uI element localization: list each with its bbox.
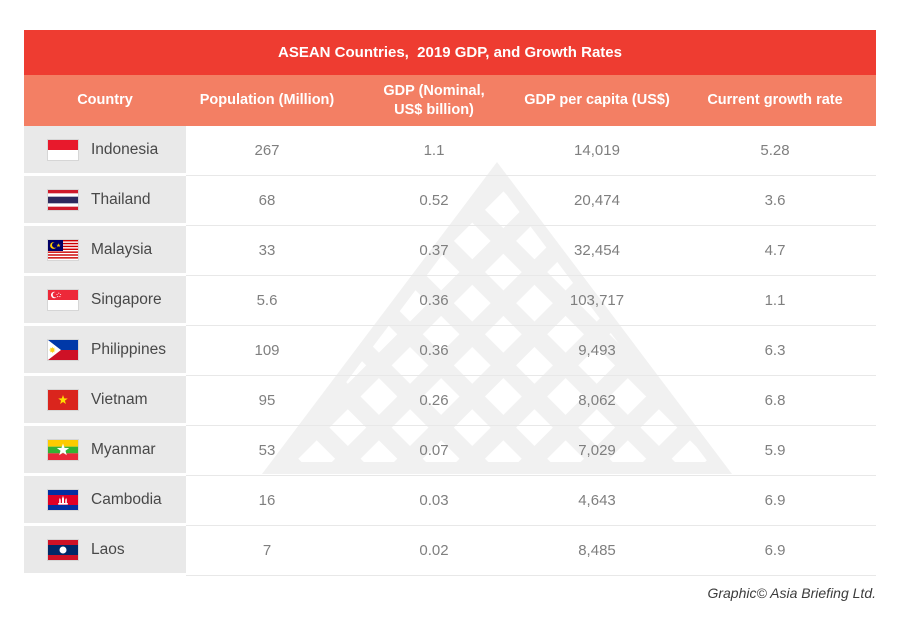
population-value: 267 bbox=[254, 142, 280, 159]
growth-rate-value: 6.3 bbox=[764, 342, 786, 359]
philippines-flag-icon bbox=[48, 339, 78, 360]
column-header-gdp-nominal: GDP (Nominal, US$ billion) bbox=[348, 75, 520, 126]
population-value: 53 bbox=[258, 442, 276, 459]
table-row: Thailand 68 0.52 20,474 3.6 bbox=[24, 176, 876, 226]
table-row: Cambodia 16 0.03 4,643 6.9 bbox=[24, 476, 876, 526]
country-cell: Malaysia bbox=[24, 226, 186, 273]
myanmar-flag-icon bbox=[48, 439, 78, 460]
country-label: Vietnam bbox=[91, 390, 148, 408]
country-cell: Cambodia bbox=[24, 476, 186, 523]
table-row: Vietnam 95 0.26 8,062 6.8 bbox=[24, 376, 876, 426]
column-header-label: Current growth rate bbox=[707, 92, 843, 109]
data-cells: 53 0.07 7,029 5.9 bbox=[186, 426, 876, 476]
gdp-per-capita-value: 20,474 bbox=[574, 192, 620, 209]
country-cell: Singapore bbox=[24, 276, 186, 323]
gdp-per-capita-value: 9,493 bbox=[578, 342, 616, 359]
column-header-label: GDP (Nominal, US$ billion) bbox=[383, 83, 485, 118]
table-body: Indonesia 267 1.1 14,019 5.28 Thailand 6… bbox=[24, 126, 876, 576]
growth-rate-value: 6.8 bbox=[764, 392, 786, 409]
growth-rate-value: 6.9 bbox=[764, 542, 786, 559]
growth-rate-value: 5.9 bbox=[764, 442, 786, 459]
table-row: Indonesia 267 1.1 14,019 5.28 bbox=[24, 126, 876, 176]
data-cells: 7 0.02 8,485 6.9 bbox=[186, 526, 876, 576]
gdp-per-capita-value: 8,485 bbox=[578, 542, 616, 559]
gdp-nominal-value: 0.52 bbox=[419, 192, 449, 209]
column-header-population: Population (Million) bbox=[186, 75, 348, 126]
gdp-nominal-value: 0.36 bbox=[419, 292, 449, 309]
growth-rate-value: 1.1 bbox=[764, 292, 786, 309]
table-title: ASEAN Countries, 2019 GDP, and Growth Ra… bbox=[24, 30, 876, 75]
data-cells: 95 0.26 8,062 6.8 bbox=[186, 376, 876, 426]
gdp-per-capita-value: 32,454 bbox=[574, 242, 620, 259]
country-label: Singapore bbox=[91, 290, 162, 308]
gdp-nominal-value: 0.03 bbox=[419, 492, 449, 509]
country-cell: Indonesia bbox=[24, 126, 186, 173]
column-header-growth-rate: Current growth rate bbox=[674, 75, 876, 126]
gdp-nominal-value: 0.26 bbox=[419, 392, 449, 409]
table-row: Myanmar 53 0.07 7,029 5.9 bbox=[24, 426, 876, 476]
growth-rate-value: 4.7 bbox=[764, 242, 786, 259]
data-cells: 33 0.37 32,454 4.7 bbox=[186, 226, 876, 276]
country-label: Thailand bbox=[91, 190, 151, 208]
credit-text: Graphic© Asia Briefing Ltd. bbox=[707, 585, 876, 601]
data-cells: 68 0.52 20,474 3.6 bbox=[186, 176, 876, 226]
gdp-per-capita-value: 14,019 bbox=[574, 142, 620, 159]
malaysia-flag-icon bbox=[48, 239, 78, 260]
vietnam-flag-icon bbox=[48, 389, 78, 410]
country-cell: Laos bbox=[24, 526, 186, 573]
gdp-per-capita-value: 8,062 bbox=[578, 392, 616, 409]
country-label: Indonesia bbox=[91, 140, 159, 158]
population-value: 109 bbox=[254, 342, 280, 359]
data-cells: 5.6 0.36 103,717 1.1 bbox=[186, 276, 876, 326]
column-header-gdp-per-capita: GDP per capita (US$) bbox=[520, 75, 674, 126]
population-value: 68 bbox=[258, 192, 276, 209]
table-row: Malaysia 33 0.37 32,454 4.7 bbox=[24, 226, 876, 276]
population-value: 16 bbox=[258, 492, 276, 509]
population-value: 5.6 bbox=[256, 292, 278, 309]
gdp-nominal-value: 0.02 bbox=[419, 542, 449, 559]
country-label: Philippines bbox=[91, 340, 166, 358]
country-cell: Myanmar bbox=[24, 426, 186, 473]
asia-briefing-logo-watermark bbox=[262, 162, 732, 474]
cambodia-flag-icon bbox=[48, 489, 78, 510]
country-label: Cambodia bbox=[91, 490, 162, 508]
data-cells: 109 0.36 9,493 6.3 bbox=[186, 326, 876, 376]
table-row: Singapore 5.6 0.36 103,717 1.1 bbox=[24, 276, 876, 326]
column-header-country: Country bbox=[24, 75, 186, 126]
thailand-flag-icon bbox=[48, 189, 78, 210]
gdp-per-capita-value: 103,717 bbox=[569, 292, 625, 309]
table-row: Philippines 109 0.36 9,493 6.3 bbox=[24, 326, 876, 376]
country-cell: Vietnam bbox=[24, 376, 186, 423]
population-value: 33 bbox=[258, 242, 276, 259]
country-cell: Philippines bbox=[24, 326, 186, 373]
table-row: Laos 7 0.02 8,485 6.9 bbox=[24, 526, 876, 576]
gdp-nominal-value: 0.07 bbox=[419, 442, 449, 459]
growth-rate-value: 6.9 bbox=[764, 492, 786, 509]
gdp-nominal-value: 1.1 bbox=[423, 142, 445, 159]
population-value: 7 bbox=[262, 542, 272, 559]
credit-line: Graphic© Asia Briefing Ltd. bbox=[24, 585, 876, 601]
asean-gdp-table: ASEAN Countries, 2019 GDP, and Growth Ra… bbox=[24, 30, 876, 576]
table-header-row: Country Population (Million) GDP (Nomina… bbox=[24, 75, 876, 126]
data-cells: 16 0.03 4,643 6.9 bbox=[186, 476, 876, 526]
laos-flag-icon bbox=[48, 539, 78, 560]
gdp-per-capita-value: 7,029 bbox=[578, 442, 616, 459]
country-label: Myanmar bbox=[91, 440, 156, 458]
data-cells: 267 1.1 14,019 5.28 bbox=[186, 126, 876, 176]
growth-rate-value: 5.28 bbox=[760, 142, 790, 159]
singapore-flag-icon bbox=[48, 289, 78, 310]
column-header-label: GDP per capita (US$) bbox=[524, 92, 670, 109]
country-label: Laos bbox=[91, 540, 125, 558]
indonesia-flag-icon bbox=[48, 139, 78, 160]
column-header-label: Country bbox=[77, 92, 133, 109]
column-header-label: Population (Million) bbox=[199, 92, 335, 109]
country-cell: Thailand bbox=[24, 176, 186, 223]
country-label: Malaysia bbox=[91, 240, 153, 258]
gdp-nominal-value: 0.36 bbox=[419, 342, 449, 359]
population-value: 95 bbox=[258, 392, 276, 409]
gdp-per-capita-value: 4,643 bbox=[578, 492, 616, 509]
gdp-nominal-value: 0.37 bbox=[419, 242, 449, 259]
growth-rate-value: 3.6 bbox=[764, 192, 786, 209]
